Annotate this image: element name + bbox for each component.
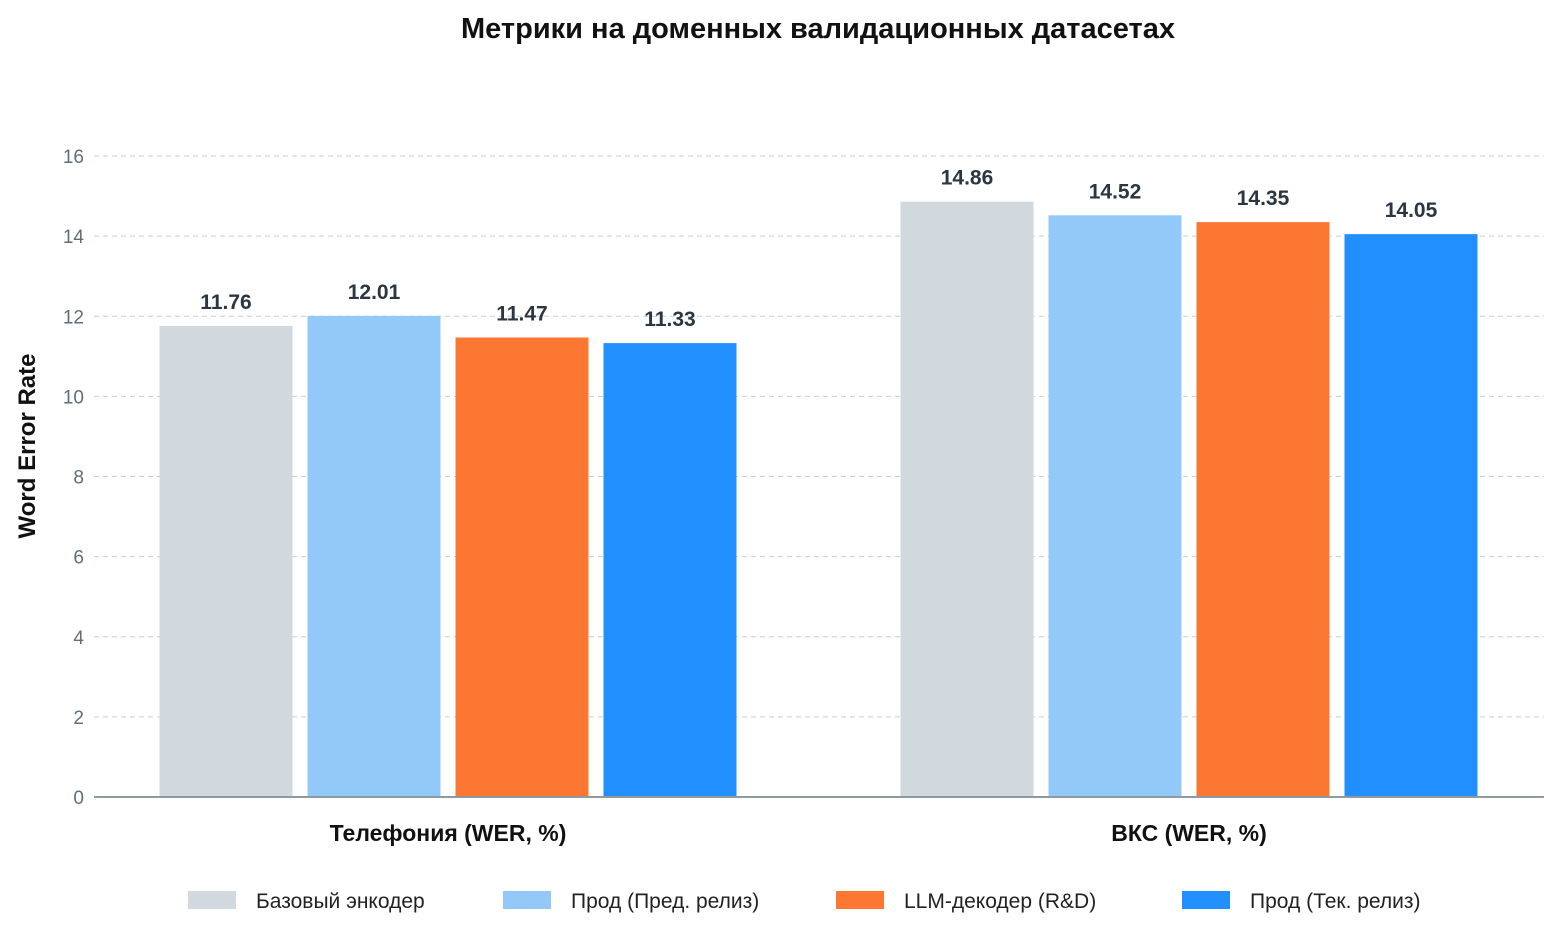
y-tick-label: 16 xyxy=(63,147,84,168)
bar xyxy=(1048,215,1182,798)
legend-label: Прод (Пред. релиз) xyxy=(571,890,759,913)
bar-value-label: 11.76 xyxy=(200,291,251,314)
labels-layer: 0 2 4 6 8 10 12 14 16 11.76 12.01 11.47 11.33 Телефон… xyxy=(63,147,1438,846)
y-tick-label: 0 xyxy=(73,788,84,809)
y-tick-label: 10 xyxy=(63,387,84,408)
bar xyxy=(1196,222,1330,797)
legend-swatch xyxy=(1182,891,1230,909)
bar-value-label: 14.35 xyxy=(1237,187,1290,210)
bar xyxy=(455,337,589,797)
y-tick-label: 8 xyxy=(73,468,84,489)
bar-value-label: 14.05 xyxy=(1385,199,1438,222)
bar xyxy=(1344,234,1478,797)
legend-swatch xyxy=(836,891,884,909)
legend-label: LLM-декодер (R&D) xyxy=(904,890,1096,913)
y-tick-label: 14 xyxy=(63,227,85,248)
y-axis-label: Word Error Rate xyxy=(14,354,41,539)
legend: Базовый энкодер Прод (Пред. релиз) LLM-дек… xyxy=(188,890,1421,913)
bar-value-label: 14.52 xyxy=(1089,180,1142,203)
legend-swatch xyxy=(503,891,551,909)
legend-label: Прод (Тек. релиз) xyxy=(1250,890,1421,913)
y-tick-label: 6 xyxy=(73,548,84,569)
y-tick-label: 12 xyxy=(63,307,84,328)
y-tick-label: 4 xyxy=(73,628,84,649)
legend-swatch xyxy=(188,891,236,909)
bar xyxy=(900,201,1034,797)
y-tick-label: 2 xyxy=(73,708,84,729)
x-category-label: Телефония (WER, %) xyxy=(330,820,567,846)
x-category-label: ВКС (WER, %) xyxy=(1111,820,1267,846)
bar xyxy=(603,343,737,797)
bar xyxy=(307,315,441,797)
bars-layer xyxy=(159,201,1478,798)
bar-value-label: 11.33 xyxy=(644,308,695,331)
bar-value-label: 14.86 xyxy=(941,167,994,190)
legend-label: Базовый энкодер xyxy=(256,890,425,913)
bar-value-label: 12.01 xyxy=(348,281,401,304)
bar-value-label: 11.47 xyxy=(496,302,547,325)
chart-title: Метрики на доменных валидационных датасе… xyxy=(461,13,1175,45)
bar xyxy=(159,325,293,797)
